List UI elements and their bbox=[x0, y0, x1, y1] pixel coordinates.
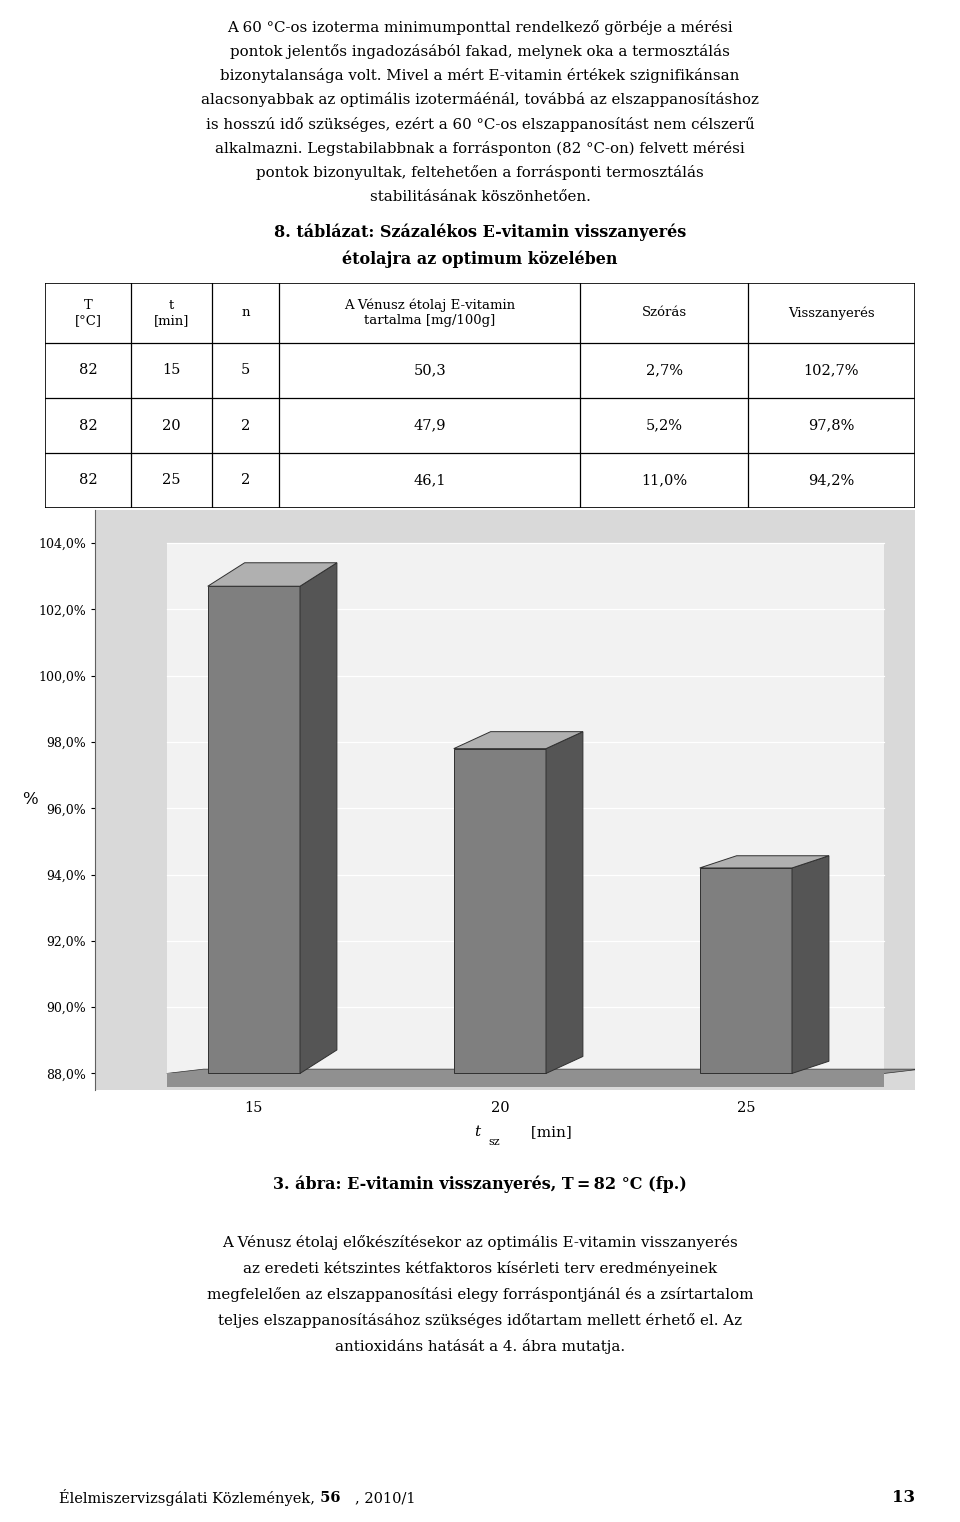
Text: 20: 20 bbox=[162, 419, 181, 432]
Text: 2: 2 bbox=[241, 419, 251, 432]
Bar bbox=[454, 749, 546, 1073]
Text: 5: 5 bbox=[241, 364, 251, 377]
Polygon shape bbox=[792, 855, 828, 1073]
Bar bbox=[167, 1073, 884, 1087]
Text: pontok bizonyultak, feltehetően a forrásponti termosztálás: pontok bizonyultak, feltehetően a forrás… bbox=[256, 164, 704, 180]
Text: 2,7%: 2,7% bbox=[645, 364, 683, 377]
Text: bizonytalansága volt. Mivel a mért E-vitamin értékek szignifikánsan: bizonytalansága volt. Mivel a mért E-vit… bbox=[220, 68, 740, 84]
Text: Szórás: Szórás bbox=[641, 306, 686, 320]
Text: t
[min]: t [min] bbox=[154, 298, 189, 327]
Text: A Vénusz étolaj E-vitamin
tartalma [mg/100g]: A Vénusz étolaj E-vitamin tartalma [mg/1… bbox=[345, 298, 516, 327]
Text: T
[°C]: T [°C] bbox=[75, 298, 102, 327]
Text: stabilitásának köszönhetően.: stabilitásának köszönhetően. bbox=[370, 190, 590, 204]
Bar bbox=[207, 586, 300, 1073]
Text: 82: 82 bbox=[79, 364, 97, 377]
Polygon shape bbox=[546, 732, 583, 1073]
Text: 2: 2 bbox=[241, 473, 251, 487]
Text: alkalmazni. Legstabilabbnak a forrásponton (82 °C-on) felvett mérési: alkalmazni. Legstabilabbnak a forráspont… bbox=[215, 142, 745, 155]
Text: 46,1: 46,1 bbox=[414, 473, 446, 487]
Text: 47,9: 47,9 bbox=[414, 419, 446, 432]
Text: 8. táblázat: Százalékos E-vitamin visszanyerés: 8. táblázat: Százalékos E-vitamin vissza… bbox=[274, 224, 686, 240]
Text: t: t bbox=[474, 1125, 480, 1138]
Y-axis label: %: % bbox=[22, 791, 37, 808]
Text: 25: 25 bbox=[162, 473, 180, 487]
Text: az eredeti kétszintes kétfaktoros kísérleti terv eredményeinek: az eredeti kétszintes kétfaktoros kísérl… bbox=[243, 1262, 717, 1277]
Text: 5,2%: 5,2% bbox=[645, 419, 683, 432]
Text: 82: 82 bbox=[79, 419, 97, 432]
Text: teljes elszappanosításához szükséges időtartam mellett érhető el. Az: teljes elszappanosításához szükséges idő… bbox=[218, 1313, 742, 1329]
Text: 56: 56 bbox=[315, 1492, 341, 1505]
Text: , 2010/1: , 2010/1 bbox=[355, 1492, 416, 1505]
Text: étolajra az optimum közelében: étolajra az optimum közelében bbox=[343, 251, 617, 268]
Bar bbox=[167, 543, 884, 1073]
Text: alacsonyabbak az optimális izotermáénál, továbbá az elszappanosításhoz: alacsonyabbak az optimális izotermáénál,… bbox=[201, 93, 759, 108]
Text: pontok jelentős ingadozásából fakad, melynek oka a termosztálás: pontok jelentős ingadozásából fakad, mel… bbox=[230, 44, 730, 59]
Text: n: n bbox=[242, 306, 250, 320]
Polygon shape bbox=[167, 1068, 922, 1073]
Text: 50,3: 50,3 bbox=[414, 364, 446, 377]
Text: A 60 °C-os izoterma minimumponttal rendelkező görbéje a mérési: A 60 °C-os izoterma minimumponttal rende… bbox=[228, 20, 732, 35]
Text: 82: 82 bbox=[79, 473, 97, 487]
Text: 13: 13 bbox=[892, 1490, 915, 1507]
Text: 102,7%: 102,7% bbox=[804, 364, 859, 377]
Polygon shape bbox=[300, 563, 337, 1073]
Text: megfelelően az elszappanosítási elegy forráspontjánál és a zsírtartalom: megfelelően az elszappanosítási elegy fo… bbox=[206, 1288, 754, 1303]
Bar bbox=[700, 868, 792, 1073]
Polygon shape bbox=[700, 855, 828, 868]
Text: 11,0%: 11,0% bbox=[641, 473, 687, 487]
Text: 94,2%: 94,2% bbox=[808, 473, 854, 487]
Text: sz: sz bbox=[489, 1137, 500, 1146]
Text: is hosszú idő szükséges, ezért a 60 °C-os elszappanosítást nem célszerű: is hosszú idő szükséges, ezért a 60 °C-o… bbox=[205, 117, 755, 131]
Text: 3. ábra: E-vitamin visszanyerés, T = 82 °C (fp.): 3. ábra: E-vitamin visszanyerés, T = 82 … bbox=[274, 1177, 686, 1193]
Text: 97,8%: 97,8% bbox=[808, 419, 854, 432]
Polygon shape bbox=[454, 732, 583, 749]
Text: 15: 15 bbox=[162, 364, 180, 377]
Text: antioxidáns hatását a 4. ábra mutatja.: antioxidáns hatását a 4. ábra mutatja. bbox=[335, 1339, 625, 1355]
Polygon shape bbox=[207, 563, 337, 586]
Text: [min]: [min] bbox=[525, 1125, 571, 1138]
Text: Visszanyerés: Visszanyerés bbox=[788, 306, 875, 320]
Text: Élelmiszervizsgálati Közlemények,: Élelmiszervizsgálati Közlemények, bbox=[59, 1490, 315, 1507]
Text: A Vénusz étolaj előkészítésekor az optimális E-vitamin visszanyerés: A Vénusz étolaj előkészítésekor az optim… bbox=[222, 1236, 738, 1251]
